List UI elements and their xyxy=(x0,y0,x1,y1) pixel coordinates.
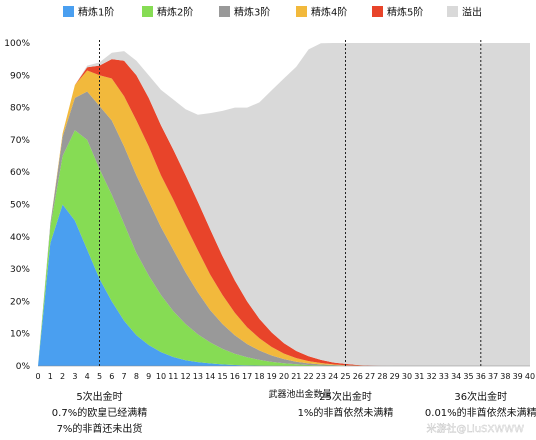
x-tick-label: 9 xyxy=(146,372,151,381)
x-tick-label: 28 xyxy=(377,372,387,381)
x-tick-label: 21 xyxy=(291,372,301,381)
x-tick-label: 1 xyxy=(48,372,53,381)
marker-annotation-1: 0.7%的欧皇已经满精 xyxy=(52,406,147,419)
x-tick-label: 11 xyxy=(168,372,178,381)
x-tick-label: 16 xyxy=(230,372,240,381)
stacked-areas xyxy=(38,43,530,367)
x-tick-label: 4 xyxy=(85,372,90,381)
legend-swatch xyxy=(219,6,230,17)
x-tick-label: 20 xyxy=(279,372,289,381)
x-tick-label: 22 xyxy=(304,372,314,381)
y-tick-label: 90% xyxy=(10,71,30,81)
x-tick-label: 34 xyxy=(451,372,461,381)
x-tick-label: 33 xyxy=(439,372,449,381)
x-tick-label: 24 xyxy=(328,372,338,381)
series-area-5 xyxy=(38,59,530,367)
x-tick-label: 13 xyxy=(193,372,203,381)
x-tick-label: 19 xyxy=(267,372,277,381)
legend-swatch xyxy=(296,6,307,17)
x-tick-label: 27 xyxy=(365,372,375,381)
x-tick-label: 31 xyxy=(414,372,424,381)
legend-label: 精炼2阶 xyxy=(157,6,193,19)
x-tick-label: 36 xyxy=(476,372,486,381)
y-tick-label: 20% xyxy=(10,297,30,307)
series-area-6 xyxy=(38,43,530,366)
x-tick-label: 7 xyxy=(122,372,127,381)
x-tick-label: 29 xyxy=(390,372,400,381)
x-tick-label: 15 xyxy=(217,372,227,381)
x-tick-label: 25 xyxy=(340,372,350,381)
y-tick-label: 80% xyxy=(10,104,30,114)
y-tick-label: 100% xyxy=(4,39,30,49)
x-tick-label: 39 xyxy=(513,372,523,381)
marker-annotation-2: 1%的非酋依然未满精 xyxy=(298,406,394,419)
marker-annotation-1: 5次出金时 xyxy=(76,390,122,403)
y-tick-label: 10% xyxy=(10,330,30,340)
x-tick-label: 8 xyxy=(134,372,139,381)
x-axis-label: 武器池出金数量 xyxy=(268,388,331,400)
legend-label: 精炼4阶 xyxy=(311,6,347,19)
x-tick-label: 14 xyxy=(205,372,215,381)
x-tick-label: 38 xyxy=(500,372,510,381)
x-tick-label: 5 xyxy=(97,372,102,381)
y-tick-label: 50% xyxy=(10,201,30,211)
x-tick-label: 12 xyxy=(181,372,191,381)
marker-annotation-1: 7%的非酋还未出货 xyxy=(57,422,143,435)
markers: 5次出金时 0.7%的欧皇已经满精 7%的非酋还未出货 25次出金时 1%的非酋依然未满… xyxy=(52,40,536,435)
legend-label: 精炼1阶 xyxy=(78,6,114,19)
x-tick-label: 2 xyxy=(60,372,65,381)
y-tick-label: 70% xyxy=(10,136,30,146)
x-tick-label: 3 xyxy=(72,372,77,381)
watermark: 米游社@LiuSXWWW xyxy=(426,422,524,435)
x-tick-label: 18 xyxy=(254,372,264,381)
legend-label: 精炼3阶 xyxy=(234,6,270,19)
axes: 0%10%20%30%40%50%60%70%80%90%100%0 1 2 3 4 5 6… xyxy=(4,39,535,381)
x-tick-label: 32 xyxy=(427,372,437,381)
legend-swatch xyxy=(447,6,458,17)
x-tick-label: 23 xyxy=(316,372,326,381)
legend-swatch xyxy=(63,6,74,17)
marker-annotation-3: 36次出金时 xyxy=(454,390,507,403)
x-tick-label: 6 xyxy=(109,372,114,381)
marker-annotation-3: 0.01%的非酋依然未满精 xyxy=(425,406,536,419)
x-tick-label: 30 xyxy=(402,372,412,381)
legend-swatch xyxy=(372,6,383,17)
x-tick-label: 40 xyxy=(525,372,535,381)
y-tick-label: 60% xyxy=(10,168,30,178)
legend-label: 溢出 xyxy=(462,6,482,19)
x-tick-label: 17 xyxy=(242,372,252,381)
y-tick-label: 30% xyxy=(10,265,30,275)
y-tick-label: 40% xyxy=(10,233,30,243)
series-area-2 xyxy=(38,130,530,366)
x-tick-label: 26 xyxy=(353,372,363,381)
x-tick-label: 37 xyxy=(488,372,498,381)
legend-swatch xyxy=(142,6,153,17)
x-tick-label: 35 xyxy=(463,372,473,381)
series-area-3 xyxy=(38,91,530,366)
y-tick-label: 0% xyxy=(16,362,31,372)
x-tick-label: 10 xyxy=(156,372,166,381)
x-tick-label: 0 xyxy=(35,372,40,381)
series-area-1 xyxy=(38,204,530,366)
legend: 精炼1阶 精炼2阶 精炼3阶 精炼4阶 精炼5阶 溢出 xyxy=(63,6,482,19)
marker-annotation-2: 25次出金时 xyxy=(319,390,372,403)
legend-label: 精炼5阶 xyxy=(387,6,423,19)
